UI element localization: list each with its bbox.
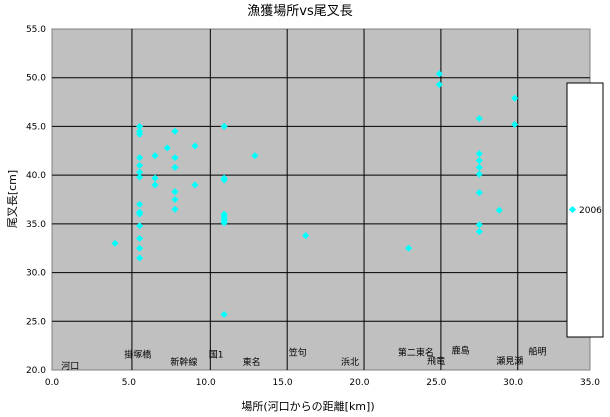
data-point [435, 80, 443, 89]
location-annotation: 第二東名 [398, 346, 434, 358]
location-annotation: 掛塚橋 [124, 348, 151, 360]
x-tick-label: 20.0 [349, 378, 369, 388]
y-axis-ticks: 20.0 25.0 30.0 35.0 40.0 45.0 50.0 55.0 [26, 25, 46, 376]
data-point [251, 152, 259, 160]
x-tick-label: 10.0 [196, 378, 216, 388]
x-tick-label: 30.0 [503, 378, 523, 388]
data-point [435, 70, 443, 78]
data-point [136, 234, 144, 243]
location-annotation: 船明 [529, 345, 547, 357]
data-point [136, 154, 144, 162]
data-point [171, 195, 179, 204]
data-point [171, 188, 179, 196]
data-point [475, 163, 483, 171]
x-tick-label: 5.0 [122, 378, 137, 388]
data-point [136, 200, 144, 208]
data-point [475, 170, 483, 178]
data-point [220, 122, 228, 130]
location-annotation: 笠句 [289, 346, 307, 358]
data-point [151, 152, 159, 160]
data-point [220, 176, 228, 184]
data-point [191, 181, 199, 189]
data-point [163, 144, 171, 152]
data-point [151, 174, 159, 182]
data-point [171, 127, 179, 135]
x-axis-label: 場所(河口からの距離[km]) [241, 399, 374, 413]
data-points [111, 70, 519, 319]
data-point [475, 189, 483, 197]
data-point [475, 150, 483, 158]
y-tick-label: 50.0 [26, 74, 46, 84]
data-point [220, 310, 228, 319]
data-point [136, 122, 144, 130]
x-tick-label: 35.0 [580, 378, 600, 388]
y-tick-label: 40.0 [26, 171, 46, 181]
y-tick-label: 30.0 [26, 269, 46, 279]
data-point [136, 168, 144, 176]
data-point [136, 161, 144, 169]
data-point [511, 94, 519, 102]
data-point [302, 232, 310, 240]
data-point [475, 228, 483, 236]
data-point [405, 244, 413, 252]
data-point [136, 222, 144, 230]
location-annotation: 鹿島 [452, 344, 470, 356]
x-tick-label: 15.0 [273, 378, 293, 388]
y-tick-label: 25.0 [26, 317, 46, 327]
data-point [136, 173, 144, 181]
location-annotation: 河口 [61, 360, 79, 372]
location-annotation: 東名 [243, 356, 261, 368]
data-point [475, 156, 483, 165]
location-annotation: 浜北 [341, 357, 359, 368]
data-point [136, 244, 144, 252]
x-tick-label: 0.0 [45, 378, 60, 388]
data-point [191, 142, 199, 150]
data-point [171, 154, 179, 162]
x-tick-label: 25.0 [426, 378, 446, 388]
y-tick-label: 20.0 [26, 366, 46, 376]
location-annotation: 瀬見瀬 [496, 355, 523, 367]
data-point [111, 239, 119, 247]
x-axis-ticks: 0.0 5.0 10.0 15.0 20.0 25.0 30.0 35.0 [45, 378, 600, 388]
y-tick-label: 55.0 [26, 25, 46, 35]
grid-lines [52, 77, 590, 322]
legend-label: 2006 [579, 206, 602, 216]
data-point [136, 210, 144, 218]
y-axis-label: 尾叉長[cm] [6, 170, 19, 228]
y-tick-label: 35.0 [26, 220, 46, 230]
data-point [475, 115, 483, 123]
data-point [151, 181, 159, 189]
location-annotation: 国1 [209, 349, 224, 360]
data-point [220, 219, 228, 227]
plot-area [51, 28, 591, 371]
location-annotation: 新幹線 [170, 356, 197, 368]
chart-title: 漁獲場所vs尾叉長 [247, 4, 352, 19]
y-tick-label: 45.0 [26, 122, 46, 132]
location-annotation: 飛竜 [427, 355, 445, 367]
data-point [136, 130, 144, 138]
data-point [171, 163, 179, 171]
data-point [171, 205, 179, 213]
data-point [511, 120, 519, 129]
legend: 2006 [566, 82, 604, 338]
data-point [495, 206, 503, 214]
legend-marker [568, 205, 577, 214]
